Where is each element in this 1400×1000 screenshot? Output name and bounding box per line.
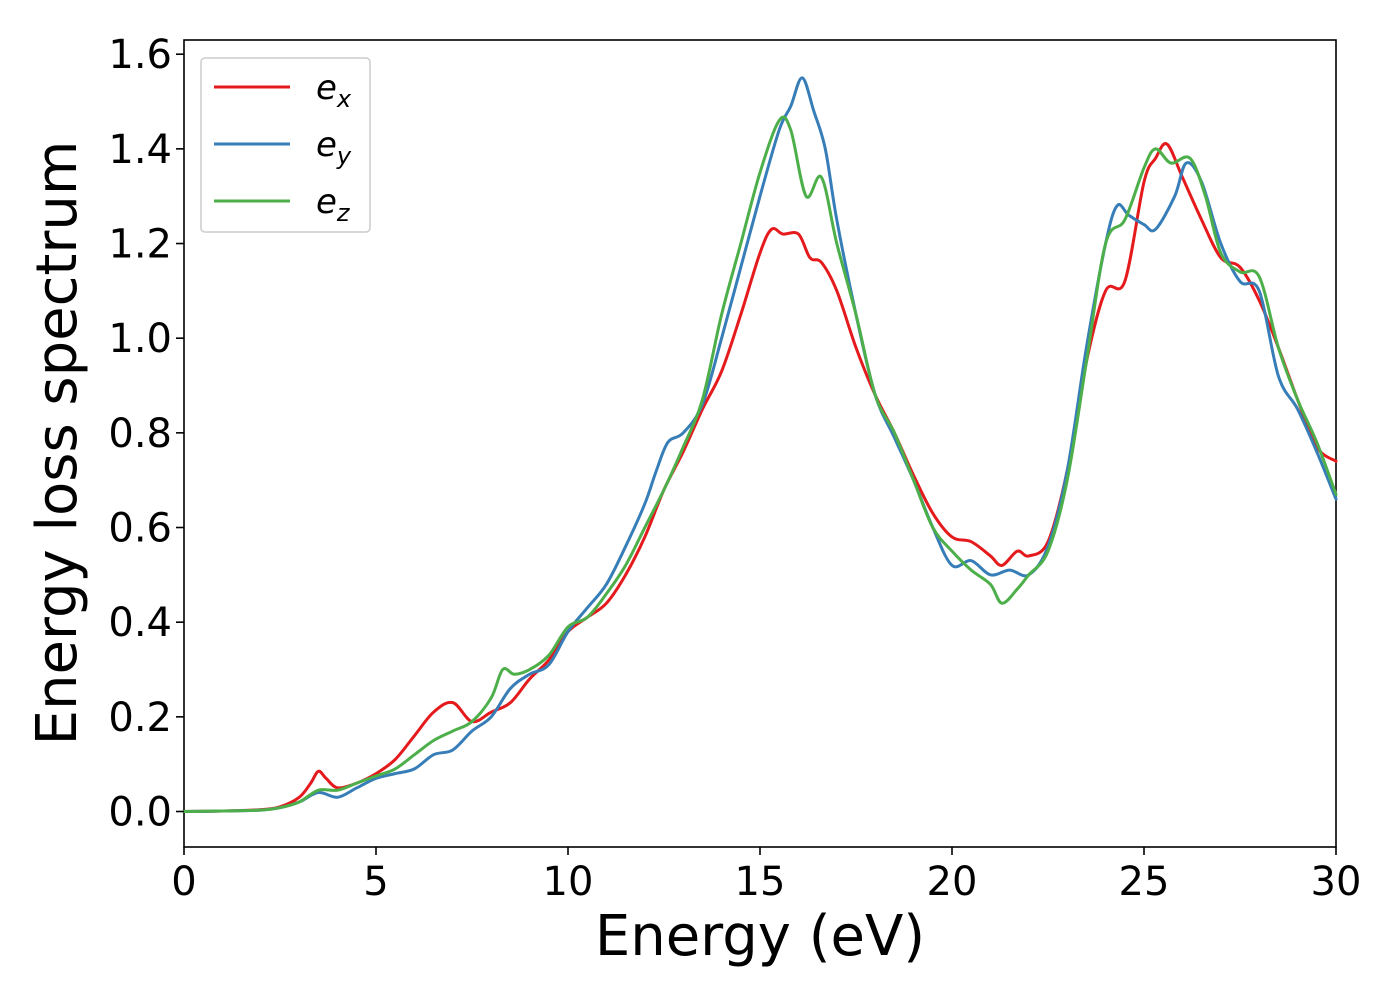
x-tick-label: 5 bbox=[363, 859, 388, 905]
x-tick-label: 10 bbox=[543, 859, 594, 905]
x-axis-ticks: 0 5 10 15 20 25 30 bbox=[171, 847, 1361, 905]
y-tick-label: 0.4 bbox=[108, 600, 172, 646]
y-tick-label: 1.0 bbox=[108, 316, 172, 362]
y-tick-label: 0.6 bbox=[108, 506, 172, 552]
x-tick-label: 0 bbox=[171, 859, 196, 905]
x-tick-label: 20 bbox=[927, 859, 978, 905]
y-tick-label: 0.0 bbox=[108, 790, 172, 836]
series-line-z bbox=[182, 115, 1338, 813]
x-tick-label: 30 bbox=[1311, 859, 1362, 905]
series-lines bbox=[182, 76, 1338, 813]
x-tick-label: 25 bbox=[1119, 859, 1170, 905]
y-tick-label: 1.2 bbox=[108, 222, 172, 268]
y-tick-label: 1.6 bbox=[108, 32, 172, 78]
y-tick-label: 1.4 bbox=[108, 127, 172, 173]
y-axis-ticks: 0.0 0.2 0.4 0.6 0.8 1.0 1.2 1.4 1.6 bbox=[108, 32, 184, 836]
series-line-y bbox=[182, 76, 1338, 813]
x-axis-label: Energy (eV) bbox=[595, 904, 925, 969]
series-line-x bbox=[182, 142, 1338, 813]
y-tick-label: 0.2 bbox=[108, 695, 172, 741]
x-tick-label: 15 bbox=[735, 859, 786, 905]
y-axis-label: Energy loss spectrum bbox=[25, 141, 90, 746]
y-tick-label: 0.8 bbox=[108, 411, 172, 457]
legend-label-y: ey bbox=[316, 125, 352, 170]
